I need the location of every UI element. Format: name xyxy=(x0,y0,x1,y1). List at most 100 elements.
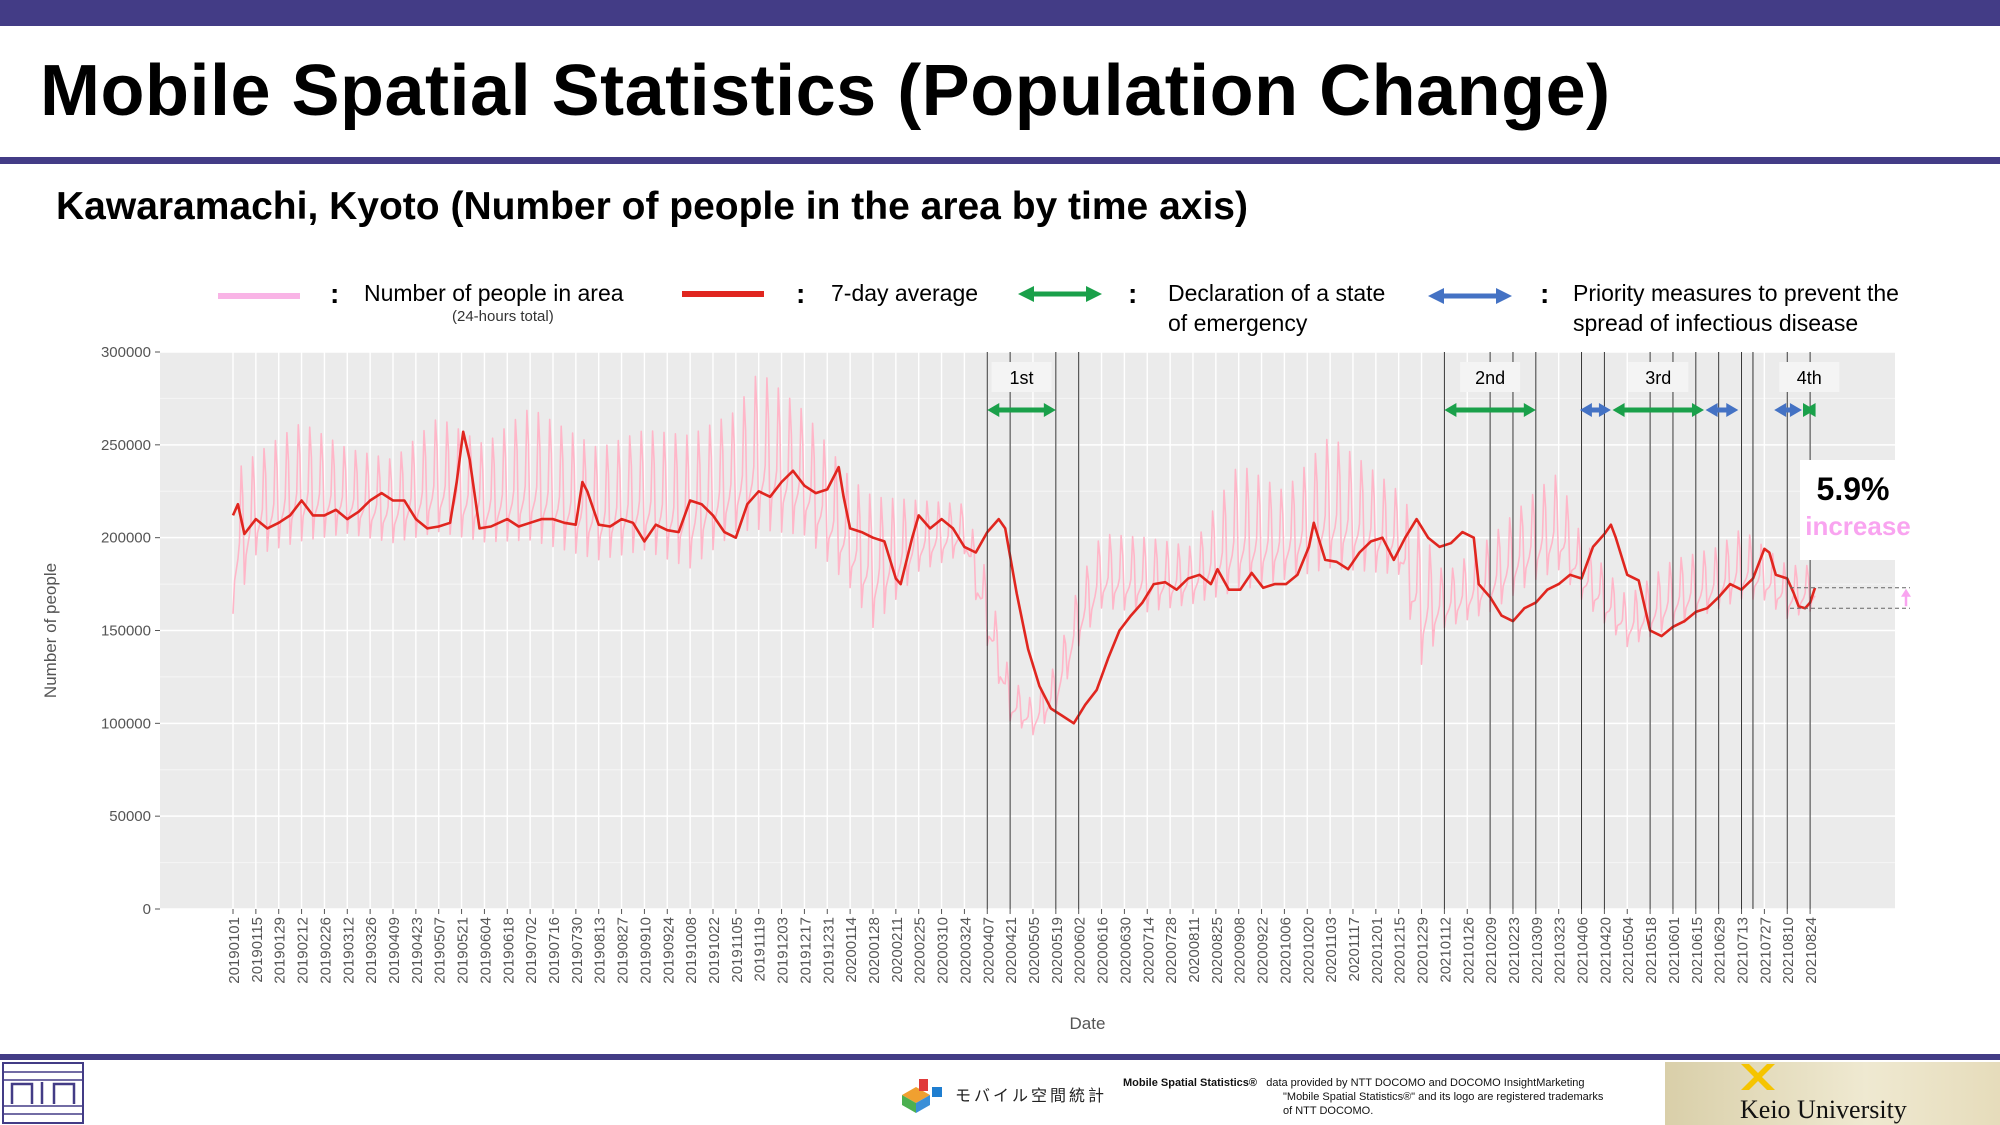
x-tick-label: 20200324 xyxy=(957,917,974,984)
legend-label-daily: Number of people in area xyxy=(364,280,624,306)
x-tick-label: 20190212 xyxy=(295,917,312,984)
period-label: 3rd xyxy=(1645,368,1671,388)
legend-colon: : xyxy=(1540,278,1550,309)
page-subtitle: Kawaramachi, Kyoto (Number of people in … xyxy=(56,185,1248,228)
legend-label-priority-1: Priority measures to prevent the xyxy=(1573,280,1899,306)
x-tick-label: 20190924 xyxy=(660,917,677,984)
legend-swatch-emergency xyxy=(1018,286,1102,302)
x-tick-label: 20190507 xyxy=(432,917,449,984)
page-title: Mobile Spatial Statistics (Population Ch… xyxy=(40,51,1611,131)
x-tick-label: 20200211 xyxy=(889,917,906,983)
x-tick-label: 20200421 xyxy=(1003,917,1020,984)
y-axis-label: Number of people xyxy=(41,563,60,698)
x-tick-label: 20210126 xyxy=(1460,917,1477,984)
x-tick-label: 20210504 xyxy=(1620,917,1637,984)
x-tick-label: 20200128 xyxy=(866,917,883,984)
period-label: 1st xyxy=(1010,368,1034,388)
x-tick-label: 20201201 xyxy=(1369,917,1386,984)
x-tick-label: 20190910 xyxy=(637,917,654,984)
x-tick-label: 20210323 xyxy=(1552,917,1569,984)
period-label-box xyxy=(1460,362,1521,392)
credit-brand: Mobile Spatial Statistics® xyxy=(1123,1077,1258,1089)
x-tick-label: 20210209 xyxy=(1483,917,1500,984)
x-tick-label: 20190730 xyxy=(569,917,586,984)
period-label: 2nd xyxy=(1475,368,1505,388)
x-tick-label: 20190827 xyxy=(615,917,632,984)
keio-banner: Keio University xyxy=(1665,1062,2000,1125)
x-tick-label: 20210824 xyxy=(1803,917,1820,984)
credit-line-2: "Mobile Spatial Statistics®" and its log… xyxy=(1283,1091,1604,1103)
title-rule xyxy=(0,157,2000,164)
emergency-period-arrow xyxy=(1444,403,1536,417)
legend-colon: : xyxy=(796,278,806,309)
x-tick-label: 20210629 xyxy=(1712,917,1729,984)
x-tick-label: 20201103 xyxy=(1323,917,1340,983)
annotation-value: 5.9% xyxy=(1817,471,1890,507)
x-tick-label: 20200714 xyxy=(1140,917,1157,984)
x-tick-label: 20190702 xyxy=(523,917,540,984)
annotation-arrow-head xyxy=(1901,588,1911,597)
priority-measure-arrow xyxy=(1705,403,1739,417)
x-tick-label: 20210615 xyxy=(1689,917,1706,984)
data-credit: Mobile Spatial Statistics® data provided… xyxy=(1123,1076,1603,1118)
x-tick-label: 20191008 xyxy=(683,917,700,984)
emergency-period-arrow xyxy=(987,403,1056,417)
university-name: Keio University xyxy=(1740,1095,1907,1124)
y-tick-label: 0 xyxy=(143,901,151,918)
x-axis-label: Date xyxy=(1070,1014,1106,1033)
x-tick-label: 20200602 xyxy=(1072,917,1089,984)
x-tick-label: 20190226 xyxy=(317,917,334,984)
keio-pen-icon xyxy=(1741,1064,1775,1090)
x-tick-label: 20201006 xyxy=(1277,917,1294,984)
legend-swatches xyxy=(218,286,1512,304)
x-tick-label: 20190521 xyxy=(455,917,472,984)
x-tick-label: 20191105 xyxy=(729,917,746,983)
x-tick-label: 20210309 xyxy=(1529,917,1546,984)
x-tick-label: 20200825 xyxy=(1209,917,1226,984)
x-tick-label: 20201117 xyxy=(1346,917,1363,982)
x-tick-label: 20190716 xyxy=(546,917,563,984)
x-tick-label: 20210112 xyxy=(1437,917,1454,983)
x-tick-label: 20210810 xyxy=(1780,917,1797,984)
x-tick-label: 20210518 xyxy=(1643,917,1660,984)
x-tick-label: 20210727 xyxy=(1757,917,1774,984)
bottom-bar xyxy=(0,1054,2000,1060)
legend-swatch-priority xyxy=(1428,288,1512,304)
emergency-period-arrow xyxy=(1803,403,1816,417)
x-tick-label: 20191217 xyxy=(797,917,814,984)
legend-colon: : xyxy=(1128,278,1138,309)
legend-label-emergency-1: Declaration of a state xyxy=(1168,280,1386,306)
x-tick-label: 20210713 xyxy=(1735,917,1752,984)
period-label-box xyxy=(1628,362,1689,392)
x-tick-label: 20190813 xyxy=(592,917,609,984)
x-tick-label: 20191231 xyxy=(820,917,837,984)
population-chart: 0 50000 100000 150000 200000 250000 300000 2019… xyxy=(0,340,2000,1040)
emergency-period-arrow xyxy=(1612,403,1704,417)
legend-label-emergency-2: of emergency xyxy=(1168,310,1308,336)
priority-measure-arrow xyxy=(1579,403,1611,417)
credit-line-1: data provided by NTT DOCOMO and DOCOMO I… xyxy=(1266,1077,1585,1089)
x-tick-label: 20190604 xyxy=(477,917,494,984)
x-tick-label: 20200616 xyxy=(1095,917,1112,984)
x-tick-label: 20210420 xyxy=(1597,917,1614,984)
x-tick-label: 20201020 xyxy=(1300,917,1317,984)
legend-label-average: 7-day average xyxy=(831,280,979,306)
legend-colon: : xyxy=(330,278,340,309)
x-tick-label: 20200728 xyxy=(1163,917,1180,984)
x-tick-label: 20200811 xyxy=(1186,917,1203,983)
top-bar xyxy=(0,0,2000,26)
period-label-box xyxy=(1779,362,1840,392)
x-tick-label: 20200922 xyxy=(1255,917,1272,984)
y-tick-label: 100000 xyxy=(101,715,151,732)
x-tick-label: 20201215 xyxy=(1392,917,1409,984)
x-tick-label: 20190129 xyxy=(272,917,289,984)
y-tick-label: 150000 xyxy=(101,623,151,640)
legend-sublabel-daily: (24-hours total) xyxy=(452,308,554,325)
x-tick-label: 20210601 xyxy=(1666,917,1683,984)
x-tick-label: 20190326 xyxy=(363,917,380,984)
x-tick-label: 20201229 xyxy=(1415,917,1432,984)
mobile-spatial-statistics-logo xyxy=(902,1079,942,1113)
x-tick-label: 20200310 xyxy=(935,917,952,984)
y-tick-label: 50000 xyxy=(109,808,151,825)
x-tick-label: 20210406 xyxy=(1575,917,1592,984)
